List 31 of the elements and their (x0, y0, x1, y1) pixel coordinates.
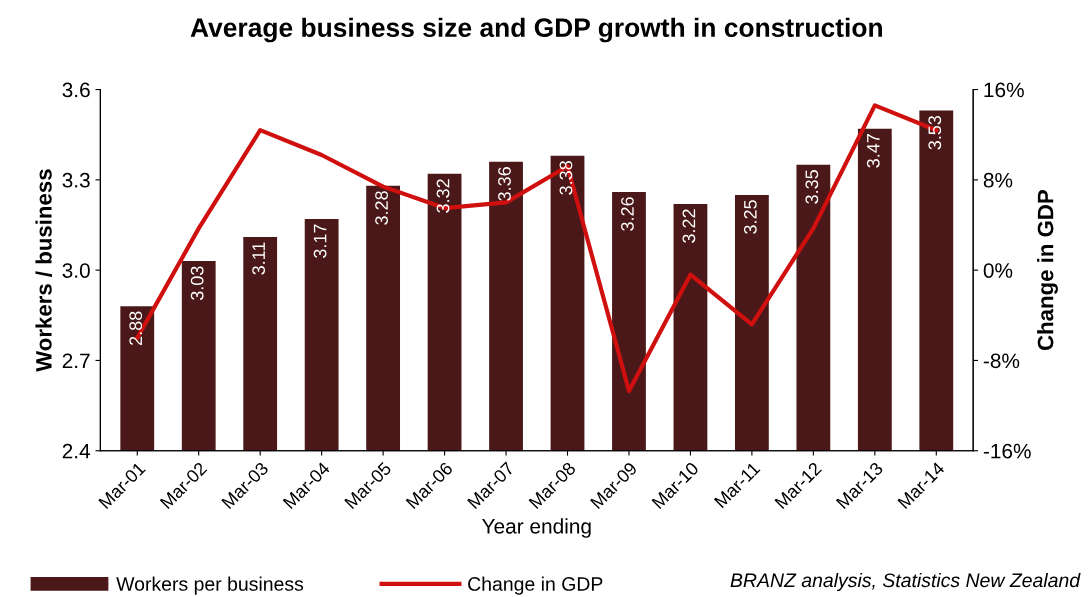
data-label: 3.38 (559, 161, 573, 195)
data-label: 3.22 (682, 209, 696, 243)
data-label: 3.03 (190, 266, 204, 301)
y-axis-title: Workers / business (35, 169, 52, 372)
legend-label: Change in GDP (468, 576, 603, 595)
y2-tick-label: 16% (984, 82, 1024, 98)
chart-title: Average business size and GDP growth in construction (190, 17, 882, 43)
y-tick-label: 3.3 (62, 172, 90, 188)
data-label: 3.35 (805, 170, 819, 204)
data-label: 3.11 (252, 242, 266, 275)
text: BRANZ analysis, Statistics New Zealand (730, 572, 1081, 592)
y2-tick-label: -8% (983, 353, 1020, 369)
y2-tick-label: 8% (983, 172, 1013, 188)
y-tick-label: 2.7 (62, 353, 90, 368)
y2-axis-title: Change in GDP (1037, 190, 1058, 351)
data-label: 3.53 (928, 115, 942, 150)
data-label: 3.26 (621, 197, 634, 231)
y-tick-label: 3.6 (62, 82, 90, 98)
data-label: 3.25 (743, 200, 757, 234)
y-tick-label: 2.4 (62, 443, 91, 459)
legend-label: Workers per business (116, 576, 304, 595)
x-axis-title: Year ending (482, 518, 591, 538)
y2-tick-label: 0% (983, 263, 1013, 278)
data-label: 3.32 (436, 179, 450, 213)
data-label: 3.36 (498, 167, 511, 201)
data-label: 3.28 (375, 191, 388, 225)
data-label: 2.88 (129, 311, 143, 346)
y-tick-label: 3.0 (62, 263, 90, 278)
y2-tick-label: -16% (983, 443, 1031, 459)
data-label: 3.47 (866, 134, 880, 168)
data-label: 3.17 (313, 224, 327, 258)
